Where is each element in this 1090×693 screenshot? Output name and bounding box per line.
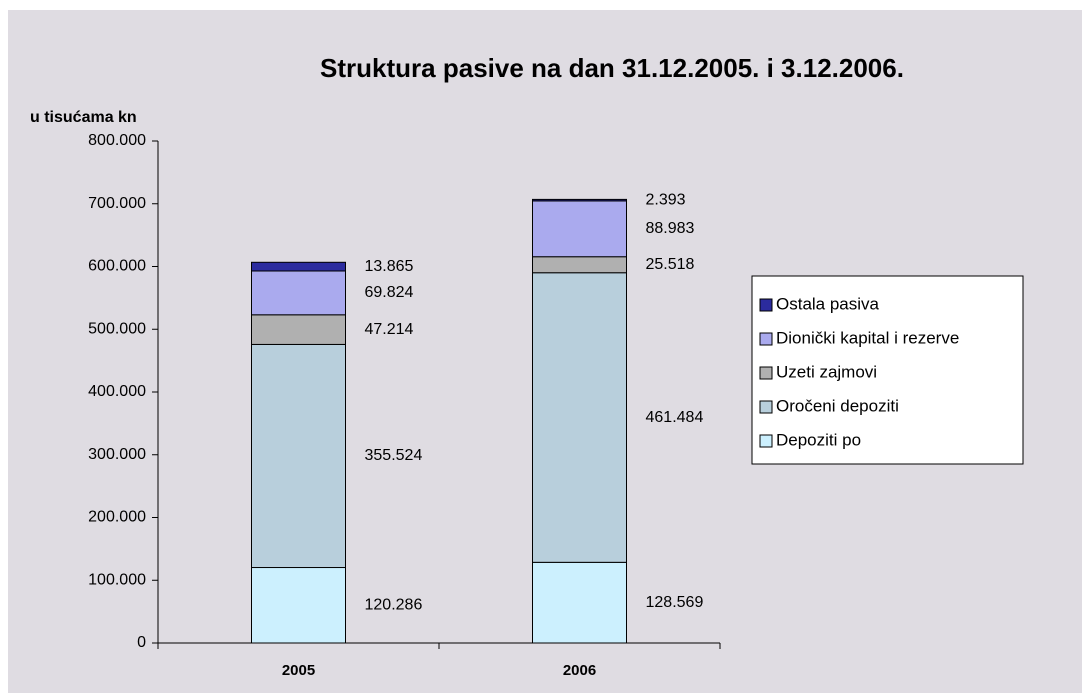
bar-segment: [532, 256, 627, 274]
legend-label: Dionički kapital i rezerve: [776, 328, 959, 347]
data-label: 355.524: [365, 447, 423, 464]
x-tick-label: 2005: [282, 662, 315, 679]
data-label: 88.983: [646, 220, 695, 237]
legend-label: Oročeni depoziti: [776, 396, 899, 415]
x-tick-label: 2006: [563, 662, 596, 679]
y-tick-label: 100.000: [88, 571, 146, 588]
data-label: 2.393: [646, 191, 686, 208]
y-tick-label: 700.000: [88, 195, 146, 212]
bar-segment: [532, 272, 627, 563]
data-label: 128.569: [646, 594, 704, 611]
bar-segment: [251, 261, 346, 272]
legend-label: Depoziti po: [776, 430, 861, 449]
data-label: 461.484: [646, 409, 704, 426]
y-tick-label: 800.000: [88, 132, 146, 149]
legend-swatch: [759, 332, 773, 346]
bar-segment: [251, 343, 346, 569]
y-tick-label: 600.000: [88, 258, 146, 275]
bar-segment: [532, 198, 627, 202]
data-label: 13.865: [365, 258, 414, 275]
data-label: 25.518: [646, 256, 695, 273]
legend-swatch: [759, 366, 773, 380]
bar-segment: [251, 567, 346, 644]
bar-segment: [532, 200, 627, 258]
y-tick-label: 0: [137, 634, 146, 651]
legend-label: Uzeti zajmovi: [776, 362, 877, 381]
chart-title: Struktura pasive na dan 31.12.2005. i 3.…: [320, 53, 904, 83]
y-tick-label: 200.000: [88, 509, 146, 526]
y-tick-label: 400.000: [88, 383, 146, 400]
legend-label: Ostala pasiva: [776, 294, 880, 313]
bar-segment: [251, 270, 346, 316]
legend-swatch: [759, 434, 773, 448]
y-axis-label: u tisućama kn: [30, 109, 137, 126]
data-label: 69.824: [365, 284, 414, 301]
legend-swatch: [759, 298, 773, 312]
y-tick-label: 300.000: [88, 446, 146, 463]
y-tick-label: 500.000: [88, 320, 146, 337]
data-label: 47.214: [365, 321, 414, 338]
data-label: 120.286: [365, 596, 423, 613]
bar-segment: [251, 314, 346, 345]
legend-swatch: [759, 400, 773, 414]
bar-segment: [532, 561, 627, 644]
legend-box: [751, 275, 1024, 465]
